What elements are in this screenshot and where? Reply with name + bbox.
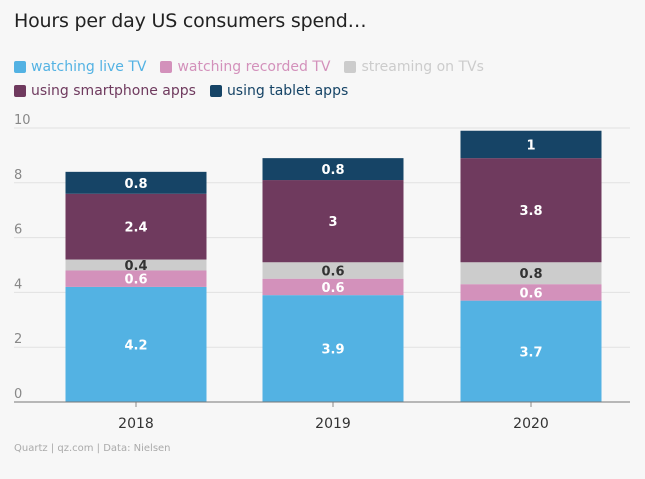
chart-source: Quartz | qz.com | Data: Nielsen (14, 443, 171, 454)
y-tick-label-2: 2 (14, 332, 22, 347)
bar-2018-series-4 (65, 171, 207, 194)
legend-item-smartphone: using smartphone apps (14, 83, 196, 99)
legend-label-streaming: streaming on TVs (361, 59, 484, 75)
x-tick-label-2020: 2020 (513, 416, 549, 432)
data-label-2018-series-3: 2.4 (124, 221, 147, 236)
legend-swatch-streaming (344, 61, 357, 73)
bar-2020-series-4 (460, 130, 602, 159)
x-tick-label-2019: 2019 (315, 416, 351, 432)
bar-2019-series-2 (262, 262, 404, 279)
data-label-2020-series-0: 3.7 (519, 345, 542, 360)
data-label-2020-series-1: 0.6 (519, 286, 542, 301)
legend-item-tablet: using tablet apps (209, 83, 349, 99)
y-tick-label-0: 0 (14, 387, 22, 402)
data-label-2018-series-1: 0.6 (124, 273, 147, 288)
y-tick-label-8: 8 (14, 168, 22, 183)
data-label-2019-series-3: 3 (328, 215, 337, 230)
data-label-2020-series-3: 3.8 (519, 204, 542, 219)
data-label-2019-series-0: 3.9 (321, 343, 344, 358)
legend-row-2: using smartphone apps using tablet apps (14, 83, 348, 99)
legend-item-live-tv: watching live TV (14, 59, 146, 75)
bar-2019-series-4 (262, 158, 404, 181)
legend-label-tablet: using tablet apps (226, 83, 349, 99)
data-label-2019-series-1: 0.6 (321, 281, 344, 296)
legend-row-1: watching live TV watching recorded TV st… (14, 59, 484, 75)
data-label-2018-series-2: 0.4 (124, 259, 147, 274)
legend-swatch-tablet (209, 85, 222, 97)
bar-2019-series-3 (262, 180, 404, 263)
legend-label-smartphone: using smartphone apps (31, 83, 196, 99)
data-label-2020-series-2: 0.8 (519, 267, 542, 282)
data-label-2018-series-4: 0.8 (124, 177, 147, 192)
bar-2019-series-1 (262, 278, 404, 296)
legend-swatch-smartphone (14, 85, 26, 97)
data-label-2019-series-2: 0.6 (321, 264, 344, 279)
data-label-2019-series-4: 0.8 (321, 163, 344, 178)
bar-2020-series-1 (460, 284, 602, 301)
legend-label-recorded-tv: watching recorded TV (177, 59, 331, 75)
legend-item-streaming: streaming on TVs (344, 59, 484, 75)
bar-2018-series-0 (65, 286, 207, 402)
y-tick-label-10: 10 (14, 113, 31, 128)
y-tick-label-4: 4 (14, 277, 22, 292)
legend-swatch-recorded-tv (160, 61, 173, 73)
bar-2020-series-3 (460, 158, 602, 263)
bar-2018-series-2 (65, 259, 207, 271)
bar-2018-series-3 (65, 193, 207, 260)
legend-label-live-tv: watching live TV (31, 59, 147, 75)
bar-2018-series-1 (65, 270, 207, 287)
legend-item-recorded-tv: watching recorded TV (160, 59, 330, 75)
bar-2020-series-0 (460, 300, 602, 402)
legend-swatch-live-tv (14, 61, 26, 73)
bar-2019-series-0 (262, 295, 404, 402)
x-tick-label-2018: 2018 (118, 416, 154, 432)
data-label-2018-series-0: 4.2 (124, 338, 147, 353)
bar-2020-series-2 (460, 262, 602, 285)
chart-title: Hours per day US consumers spend… (14, 10, 367, 32)
data-label-2020-series-4: 1 (526, 138, 535, 153)
y-tick-label-6: 6 (14, 223, 22, 238)
